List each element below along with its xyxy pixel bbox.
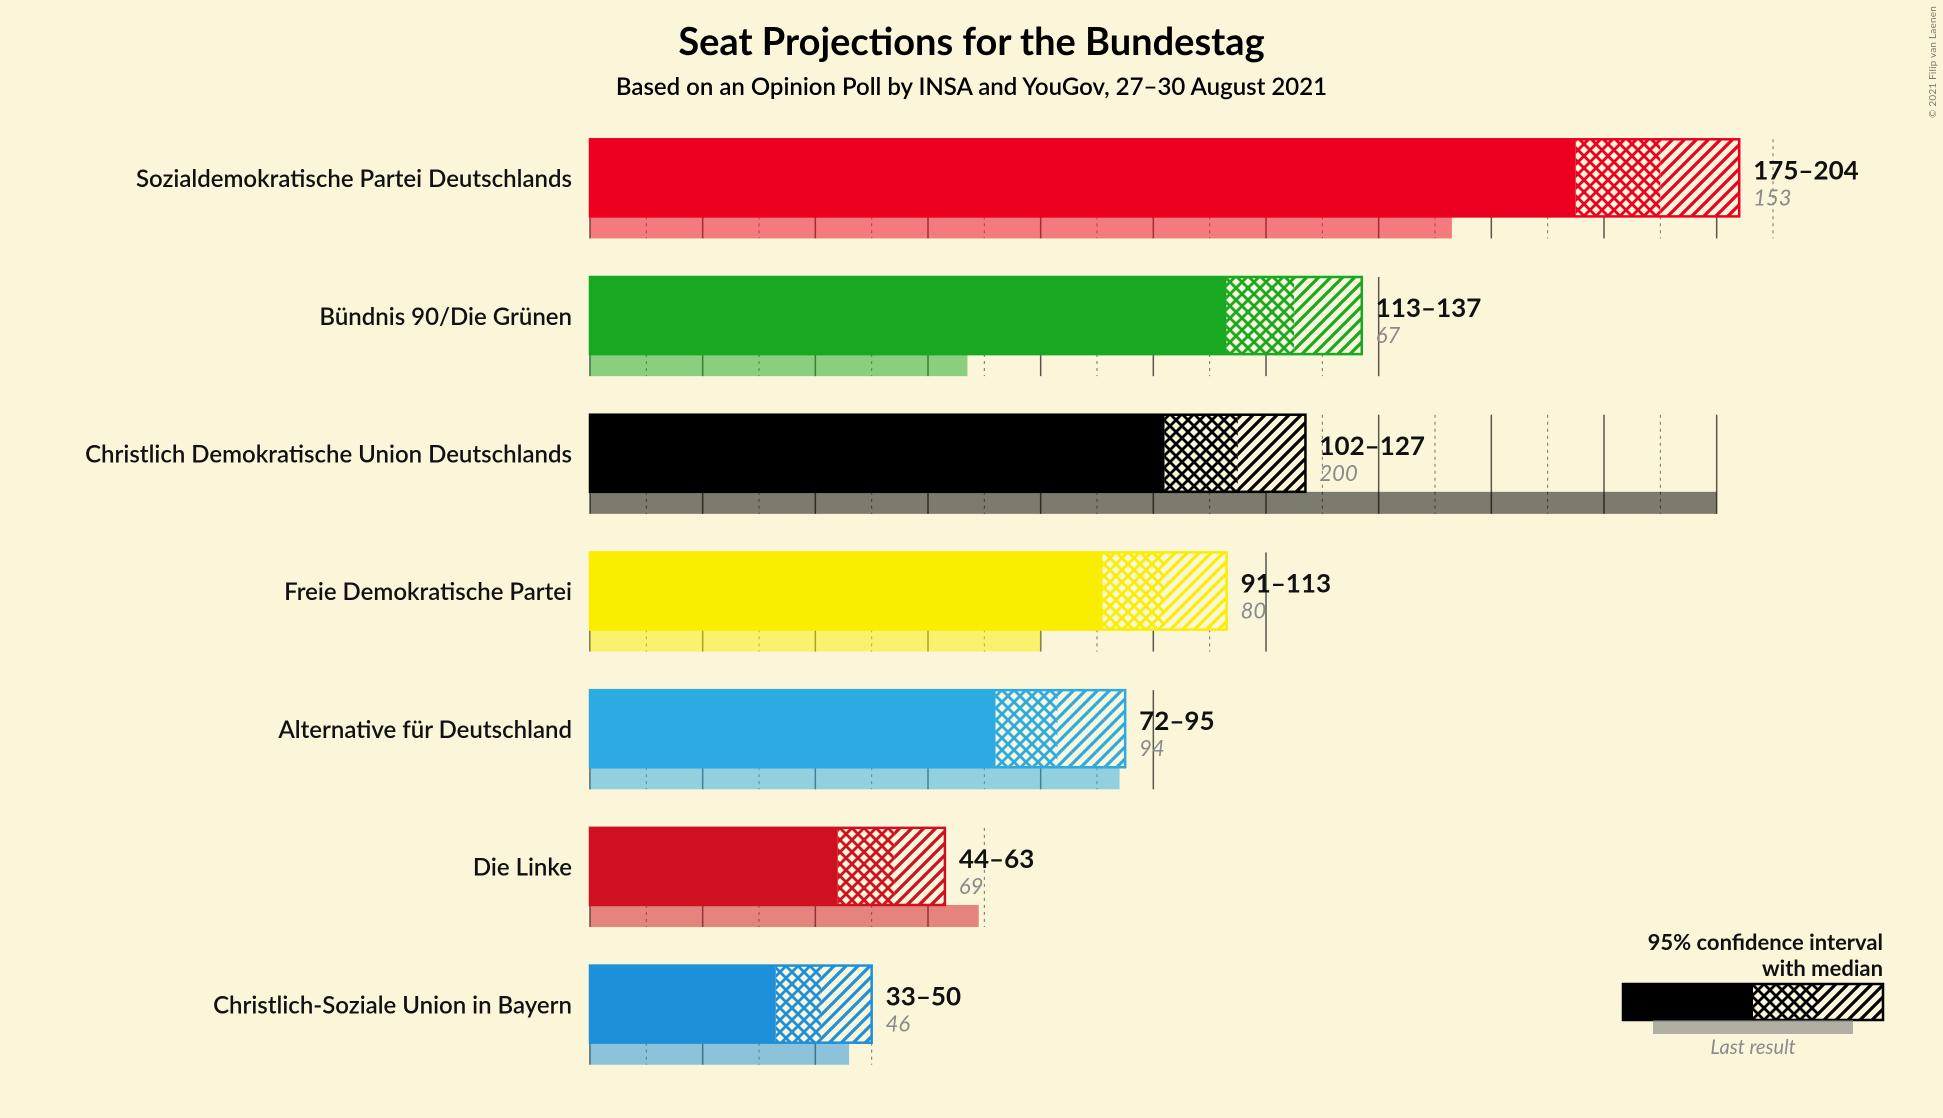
previous-result-label: 94	[1139, 734, 1165, 761]
projection-bar-median-to-high	[821, 966, 872, 1043]
projection-range-label: 44–63	[959, 842, 1034, 874]
previous-result-bar	[590, 1043, 849, 1065]
projection-range-label: 72–95	[1139, 704, 1214, 736]
projection-bar-median-to-high	[1660, 139, 1739, 216]
previous-result-label: 80	[1241, 597, 1267, 624]
projection-bar-solid	[590, 828, 838, 905]
projection-bar-median-to-high	[894, 828, 945, 905]
projection-bar-low-to-median	[996, 690, 1058, 767]
chart-title: Seat Projections for the Bundestag	[678, 18, 1264, 64]
party-label: Bündnis 90/Die Grünen	[319, 302, 572, 331]
party-label: Sozialdemokratische Partei Deutschlands	[136, 164, 572, 193]
projection-bar-low-to-median	[1103, 552, 1165, 629]
legend-previous-label: Last result	[1710, 1035, 1795, 1059]
projection-range-label: 113–137	[1376, 291, 1482, 323]
previous-result-label: 153	[1753, 183, 1791, 210]
projection-range-label: 33–50	[886, 980, 961, 1012]
projection-bar-solid	[590, 966, 776, 1043]
previous-result-bar	[590, 905, 979, 927]
previous-result-label: 67	[1376, 321, 1401, 348]
projection-bar-median-to-high	[1165, 552, 1227, 629]
previous-result-label: 46	[886, 1010, 911, 1037]
legend-previous-sample	[1653, 1020, 1853, 1034]
projection-range-label: 91–113	[1241, 567, 1331, 599]
previous-result-label: 200	[1319, 459, 1357, 486]
projection-bar-solid	[590, 552, 1103, 629]
projection-bar-solid	[590, 690, 996, 767]
previous-result-bar	[590, 216, 1452, 238]
projection-bar-median-to-high	[1238, 415, 1306, 492]
seat-projection-chart: Seat Projections for the Bundestag Based …	[0, 0, 1943, 1114]
party-label: Die Linke	[473, 853, 572, 882]
projection-bar-solid	[590, 139, 1576, 216]
projection-bar-solid	[590, 277, 1227, 354]
projection-range-label: 102–127	[1319, 429, 1425, 461]
previous-result-bar	[590, 492, 1717, 514]
projection-range-label: 175–204	[1753, 153, 1859, 185]
party-label: Christlich Demokratische Union Deutschla…	[85, 440, 572, 469]
chart-subtitle: Based on an Opinion Poll by INSA and You…	[616, 72, 1327, 101]
copyright-notice: © 2021 Filip van Laenen	[1923, 0, 1943, 124]
projection-bar-low-to-median	[838, 828, 894, 905]
party-label: Alternative für Deutschland	[277, 715, 572, 744]
previous-result-bar	[590, 767, 1120, 789]
projection-bar-low-to-median	[1165, 415, 1238, 492]
party-label: Christlich-Soziale Union in Bayern	[213, 990, 572, 1019]
previous-result-bar	[590, 354, 967, 376]
projection-bar-low-to-median	[1227, 277, 1295, 354]
projection-bar-low-to-median	[1576, 139, 1661, 216]
chart-container: © 2021 Filip van Laenen Seat Projections…	[0, 0, 1943, 1114]
previous-result-label: 69	[959, 872, 984, 899]
legend-title-line2: with median	[1762, 954, 1883, 981]
projection-bar-solid	[590, 415, 1165, 492]
legend-title-line1: 95% confidence interval	[1648, 928, 1883, 955]
party-label: Freie Demokratische Partei	[284, 577, 572, 606]
previous-result-bar	[590, 630, 1041, 652]
projection-bar-median-to-high	[1058, 690, 1126, 767]
projection-bar-median-to-high	[1294, 277, 1362, 354]
projection-bar-low-to-median	[776, 966, 821, 1043]
